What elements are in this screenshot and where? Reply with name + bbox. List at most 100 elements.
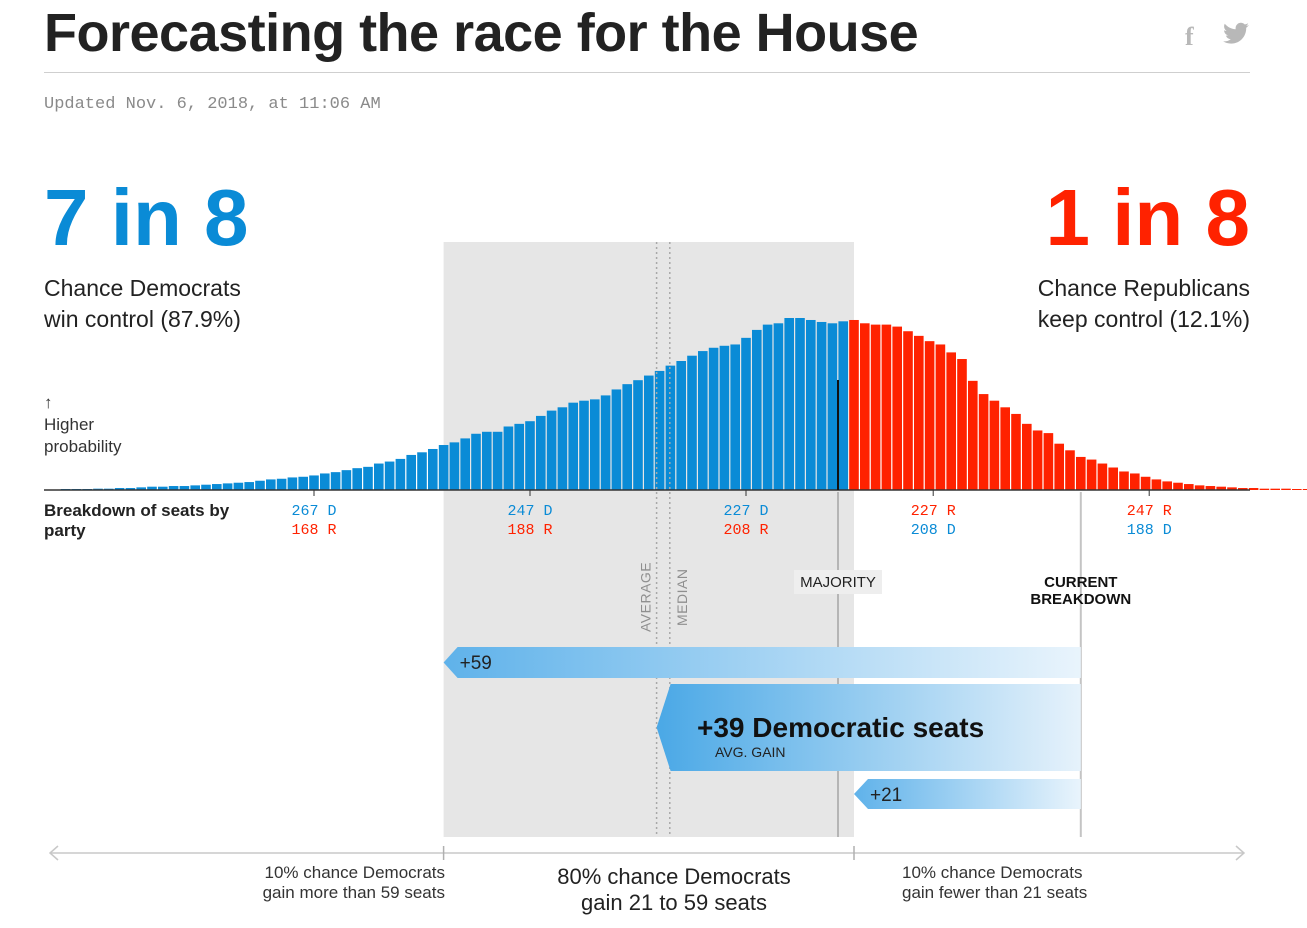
histogram-bar — [795, 318, 805, 490]
histogram-bar — [622, 384, 632, 490]
histogram-bar — [816, 321, 827, 490]
histogram-bar — [158, 486, 168, 490]
header-divider — [44, 72, 1250, 73]
histogram-bar — [676, 361, 686, 490]
histogram-bar — [1292, 489, 1302, 490]
histogram-bar — [903, 331, 913, 490]
x-axis-label-line1: Breakdown of seats by — [44, 501, 230, 520]
histogram-bar — [460, 438, 470, 490]
gain-low-label: +21 — [870, 785, 902, 806]
tick-label-top: 247 R — [1127, 503, 1172, 520]
histogram-bar — [352, 468, 362, 490]
tick-label-bottom: 168 R — [291, 522, 336, 539]
foot-right-line1: 10% chance Democrats — [902, 863, 1083, 882]
histogram-bar — [860, 323, 870, 490]
histogram-bar — [1205, 486, 1216, 490]
x-axis-label-line2: party — [44, 521, 86, 540]
histogram-bar — [892, 326, 902, 490]
histogram-bar — [244, 482, 254, 490]
histogram-bar — [136, 487, 146, 490]
twitter-icon[interactable] — [1222, 22, 1250, 53]
histogram-bar — [320, 473, 330, 490]
histogram-bar — [1011, 413, 1021, 490]
histogram-bar — [428, 448, 438, 490]
histogram-bar — [1032, 430, 1043, 490]
twitter-bird-shape — [1223, 22, 1249, 44]
histogram-bar — [503, 426, 514, 490]
histogram-bar — [849, 319, 859, 490]
updated-timestamp: Updated Nov. 6, 2018, at 11:06 AM — [44, 95, 381, 114]
histogram-bar — [752, 329, 762, 490]
histogram-bar — [946, 352, 956, 490]
histogram-bar — [525, 421, 535, 490]
histogram-bar — [1227, 487, 1237, 490]
histogram-bar — [374, 463, 384, 490]
histogram-bar — [363, 466, 373, 490]
rep-caption-line1: Chance Republicans — [1037, 275, 1250, 301]
histogram-bar — [471, 433, 481, 490]
histogram-bar — [266, 479, 276, 490]
rep-odds-caption: Chance Republicans keep control (12.1%) — [1038, 273, 1250, 335]
gain-avg-sublabel: AVG. GAIN — [715, 744, 786, 760]
histogram-bar — [201, 484, 211, 490]
tick-label-top: 227 R — [911, 503, 956, 520]
histogram-bar — [1216, 486, 1226, 490]
histogram-bar — [870, 324, 881, 490]
foot-left-line2: gain more than 59 seats — [262, 883, 445, 902]
histogram-bar — [147, 486, 157, 490]
tick-label-bottom: 208 D — [911, 522, 956, 539]
histogram-bar — [773, 323, 784, 490]
histogram-bar — [708, 347, 719, 490]
histogram-bar — [590, 399, 600, 490]
rep-odds: 1 in 8 — [1045, 173, 1250, 262]
facebook-icon[interactable]: f — [1185, 22, 1194, 51]
current-label-line1: CURRENT — [1044, 574, 1117, 591]
dem-odds: 7 in 8 — [44, 173, 249, 262]
histogram-bar — [557, 407, 568, 490]
tick-label-top: 247 D — [507, 503, 552, 520]
histogram-bar — [978, 394, 989, 490]
histogram-bar — [298, 476, 308, 490]
histogram-bar — [957, 359, 967, 490]
y-axis-label-line1: Higher — [44, 415, 95, 434]
histogram-bar — [806, 319, 816, 490]
range-axis-right-arrow — [1235, 845, 1246, 861]
histogram-bar — [1248, 488, 1259, 490]
histogram-bar — [276, 478, 287, 490]
histogram-bar — [395, 458, 406, 490]
histogram-bar — [827, 323, 838, 490]
histogram-bar — [114, 488, 125, 490]
gain-avg-label: +39 Democratic seats — [697, 712, 984, 743]
gain-high-label: +59 — [460, 653, 492, 674]
histogram-bar — [492, 431, 503, 490]
histogram-bar — [309, 475, 319, 490]
histogram-bar — [438, 445, 449, 490]
histogram-bar — [1065, 450, 1075, 490]
average-label: AVERAGE — [638, 562, 654, 632]
histogram-bar — [190, 485, 200, 490]
histogram-bar — [914, 335, 924, 490]
histogram-bar — [784, 318, 794, 490]
histogram-bar — [1151, 479, 1162, 490]
histogram-bar — [514, 423, 524, 490]
histogram-bar — [568, 402, 578, 490]
y-axis-label: ↑ Higher probability — [44, 392, 122, 458]
rep-caption-line2: keep control (12.1%) — [1037, 306, 1250, 332]
dem-odds-caption: Chance Democrats win control (87.9%) — [44, 273, 241, 335]
histogram-bar — [1173, 482, 1183, 490]
majority-label: MAJORITY — [800, 574, 876, 591]
histogram-bar — [687, 355, 697, 490]
histogram-bar — [762, 324, 773, 490]
histogram-bar — [1194, 485, 1205, 490]
histogram-bar — [924, 341, 935, 490]
histogram-bar — [654, 370, 665, 490]
histogram-bar — [838, 321, 848, 490]
histogram-bar — [168, 486, 179, 490]
histogram-bar — [719, 345, 730, 490]
histogram-bar — [881, 324, 892, 490]
up-arrow-icon: ↑ — [44, 393, 53, 412]
histogram-bar — [287, 477, 298, 490]
histogram-bar — [406, 454, 416, 490]
histogram-bar — [633, 380, 643, 490]
